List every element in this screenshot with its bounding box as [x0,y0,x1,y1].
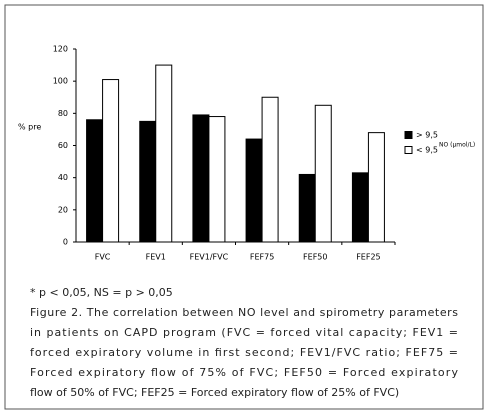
y-tick-label: 40 [58,173,68,182]
caption-line: Forced expiratory flow of 75% of FVC; FE… [30,366,458,379]
bar [367,132,385,243]
caption-line: Figure 2. The correlation between NO lev… [30,306,458,319]
frame [4,4,484,410]
footnote: * p < 0,05, NS = p > 0,05 [30,286,173,299]
bar [192,114,210,243]
caption-line: forced expiratory volume in first second… [30,346,458,359]
bar [245,138,263,243]
y-tick-label: 100 [53,77,68,86]
legend-swatch [404,146,413,154]
bar [351,172,369,243]
x-tick-label: FEF25 [356,253,380,262]
y-tick-label: 20 [58,205,68,214]
bar [298,173,316,243]
y-tick-label: 60 [58,141,68,150]
bar [102,79,120,243]
caption-line: in patients on CAPD program (FVC = force… [30,326,458,339]
y-tick-label: 80 [58,109,68,118]
bar [314,104,332,243]
legend-label: > 9,5 [416,131,438,140]
x-tick-label: FEF75 [250,253,274,262]
y-tick-label: 0 [63,238,68,247]
y-axis-label: % pre [18,123,41,132]
legend-swatch [404,131,413,139]
legend-note: NO (µmol/L) [439,142,475,149]
x-tick-label: FEV1 [146,253,166,262]
bar [86,119,104,243]
bar [155,64,173,243]
y-tick-label: 120 [53,45,68,54]
x-tick-label: FEF50 [303,253,327,262]
legend-label: < 9,5 [416,146,438,155]
bar [261,96,279,243]
x-tick-label: FEV1/FVC [190,253,229,262]
caption-line: flow of 50% of FVC; FEF25 = Forced expir… [30,386,399,399]
bar [139,120,157,243]
x-tick-label: FVC [95,253,111,262]
bar [208,116,226,243]
